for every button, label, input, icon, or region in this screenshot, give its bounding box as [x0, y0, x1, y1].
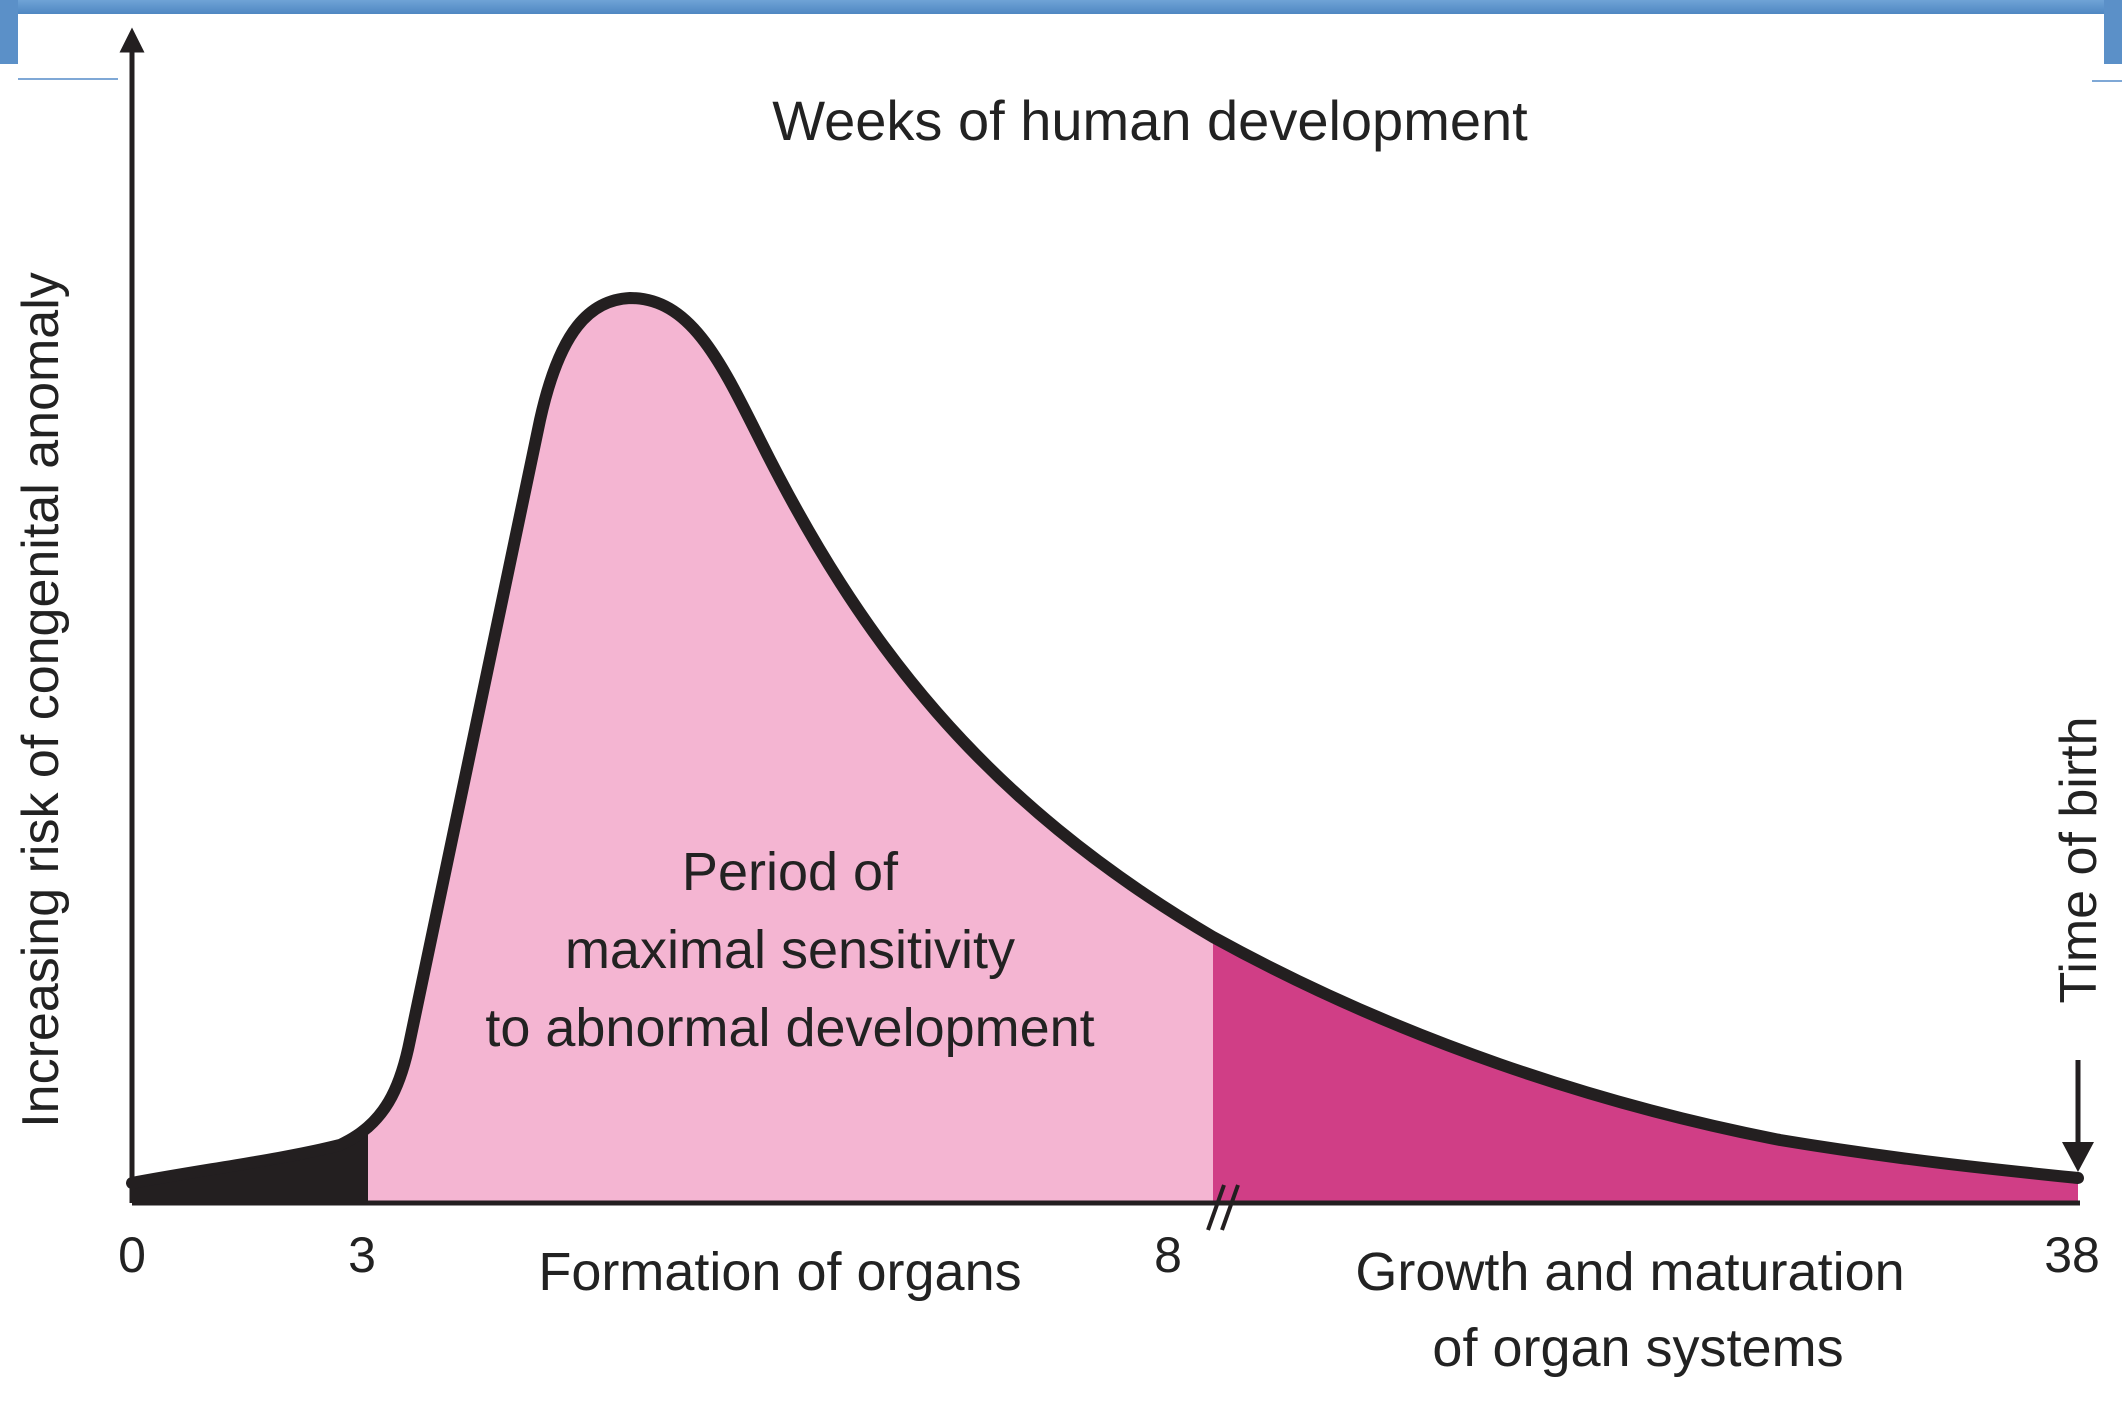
slide-rule-right	[2092, 80, 2122, 82]
growth-period-region	[1213, 937, 2078, 1203]
birth-arrow-icon	[2062, 1060, 2094, 1172]
birth-label: Time of birth	[2050, 716, 2108, 1003]
growth-label-line-1: Growth and maturation	[1355, 1242, 1904, 1302]
diagram-title: Weeks of human development	[772, 89, 1528, 152]
tick-label-3: 3	[348, 1227, 376, 1283]
sensitive-period-region	[368, 298, 1213, 1203]
tick-label-38: 38	[2044, 1227, 2100, 1283]
growth-label-line-2: of organ systems	[1432, 1318, 1843, 1378]
risk-curve	[126, 292, 2084, 1189]
slide-left-accent	[0, 0, 18, 64]
tick-label-0: 0	[118, 1227, 146, 1283]
slide-right-accent	[2104, 0, 2122, 64]
formation-label: Formation of organs	[538, 1242, 1021, 1302]
period-label-line-2: maximal sensitivity	[565, 920, 1015, 980]
tick-label-8: 8	[1154, 1227, 1182, 1283]
y-axis-label: Increasing risk of congenital anomaly	[12, 272, 70, 1128]
axis-break-icon	[1206, 1184, 1240, 1231]
slide-header-bar	[0, 0, 2122, 14]
slide-rule-left	[18, 78, 118, 80]
period-label-line-3: to abnormal development	[485, 998, 1094, 1058]
period-label-line-1: Period of	[682, 842, 899, 902]
